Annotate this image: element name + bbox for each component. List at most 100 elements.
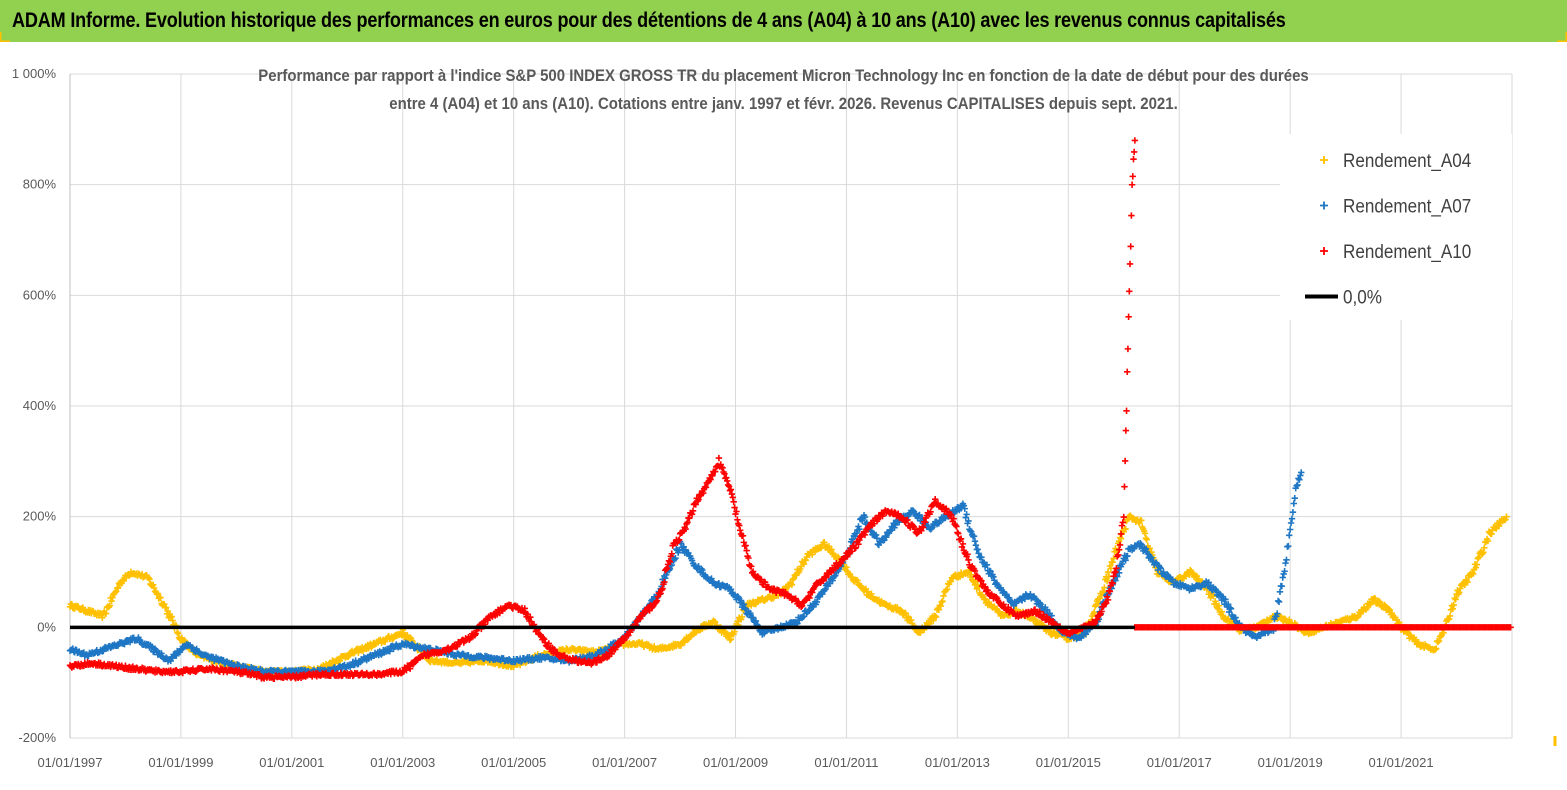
- point-a04: [150, 584, 158, 592]
- point-a04: [809, 551, 816, 558]
- point-a04: [1142, 535, 1150, 542]
- point-a07: [1278, 582, 1286, 590]
- point-a07: [1290, 500, 1298, 507]
- point-a04: [1495, 522, 1503, 530]
- point-a10: [1129, 173, 1136, 180]
- point-a04: [932, 612, 939, 620]
- point-a04: [1381, 601, 1388, 609]
- point-a04: [1449, 605, 1457, 612]
- x-tick-label: 01/01/1999: [148, 755, 213, 770]
- y-tick-label: 400%: [23, 398, 57, 413]
- point-a07: [1289, 508, 1297, 516]
- x-tick-label: 01/01/2021: [1369, 755, 1434, 770]
- x-tick-label: 01/01/2009: [703, 755, 768, 770]
- point-a04: [120, 577, 127, 585]
- point-a04: [787, 580, 795, 587]
- point-a04: [937, 602, 944, 610]
- point-a10: [1126, 288, 1133, 295]
- point-a04: [1357, 610, 1364, 618]
- point-a10: [954, 529, 961, 536]
- legend-label: 0,0%: [1343, 287, 1382, 308]
- point-a04: [788, 581, 796, 588]
- point-a04: [1456, 589, 1463, 596]
- point-a04: [1101, 584, 1108, 591]
- point-a04: [1469, 569, 1476, 576]
- point-a04: [174, 629, 181, 636]
- point-a04: [1385, 605, 1393, 613]
- point-a04: [1382, 602, 1389, 610]
- point-a04: [1107, 565, 1115, 572]
- legend-label: Rendement_A10: [1343, 241, 1471, 263]
- point-a04: [112, 589, 119, 596]
- point-a04: [1434, 638, 1442, 646]
- x-tick-label: 01/01/2011: [814, 755, 878, 770]
- point-a10: [1125, 313, 1132, 320]
- x-tick-label: 01/01/2003: [370, 755, 435, 770]
- point-a04: [1450, 601, 1457, 609]
- point-a04: [109, 594, 116, 601]
- point-a04: [169, 617, 176, 624]
- point-a04: [516, 661, 524, 669]
- point-a04: [1451, 595, 1458, 602]
- y-tick-label: 0%: [37, 619, 56, 634]
- point-a04: [162, 604, 170, 611]
- point-a10: [1130, 156, 1137, 163]
- point-a07: [1276, 588, 1284, 595]
- point-a04: [1475, 554, 1482, 561]
- x-tick-label: 01/01/2001: [259, 755, 324, 770]
- point-a04: [1407, 632, 1414, 639]
- point-a04: [932, 613, 940, 621]
- point-a04: [68, 600, 76, 608]
- point-a04: [968, 571, 975, 578]
- point-a07: [1287, 519, 1295, 527]
- point-a04: [1109, 558, 1116, 566]
- point-a04: [731, 628, 738, 635]
- point-a04: [1218, 608, 1225, 616]
- point-a04: [1141, 530, 1149, 537]
- point-a04: [1472, 564, 1480, 571]
- point-a04: [935, 606, 943, 613]
- point-a04: [828, 546, 835, 553]
- point-a04: [345, 653, 352, 660]
- point-a10: [1130, 148, 1138, 156]
- x-tick-label: 01/01/1997: [37, 755, 102, 770]
- point-a04: [174, 630, 182, 637]
- point-a10: [1121, 457, 1129, 465]
- point-a04: [843, 564, 850, 571]
- point-a04: [1090, 609, 1098, 616]
- point-a04: [925, 619, 932, 627]
- series-rendement_a10: [66, 137, 1139, 682]
- point-a04: [800, 560, 808, 568]
- point-a04: [1104, 568, 1112, 576]
- x-tick-label: 01/01/2013: [925, 755, 990, 770]
- header-banner: ADAM Informe. Evolution historique des p…: [0, 0, 1567, 42]
- point-a10: [1121, 483, 1128, 490]
- point-a04: [1503, 513, 1510, 520]
- point-a04: [868, 590, 875, 598]
- y-tick-label: 1 000%: [12, 66, 57, 81]
- y-tick-label: 800%: [23, 177, 57, 192]
- point-a04: [897, 607, 905, 614]
- point-a04: [1446, 612, 1454, 620]
- point-a04: [939, 598, 946, 605]
- point-a07: [1279, 574, 1286, 581]
- point-a04: [902, 610, 909, 617]
- point-a04: [1457, 585, 1464, 592]
- point-a04: [510, 663, 517, 671]
- point-a04: [1474, 555, 1481, 562]
- point-a04: [114, 584, 122, 592]
- point-a04: [726, 636, 734, 644]
- point-a04: [1110, 555, 1117, 562]
- point-a04: [1215, 602, 1223, 609]
- point-a04: [161, 601, 168, 608]
- y-tick-label: 200%: [23, 509, 57, 524]
- point-a04: [1363, 604, 1371, 612]
- point-a04: [1452, 596, 1459, 603]
- point-a04: [1376, 598, 1384, 606]
- point-a04: [1435, 637, 1443, 645]
- point-a04: [1219, 612, 1226, 619]
- point-a04: [1469, 570, 1477, 578]
- series-rendement_a07: [66, 469, 1305, 677]
- corner-marker-icon: [1557, 32, 1567, 42]
- point-a04: [944, 586, 951, 593]
